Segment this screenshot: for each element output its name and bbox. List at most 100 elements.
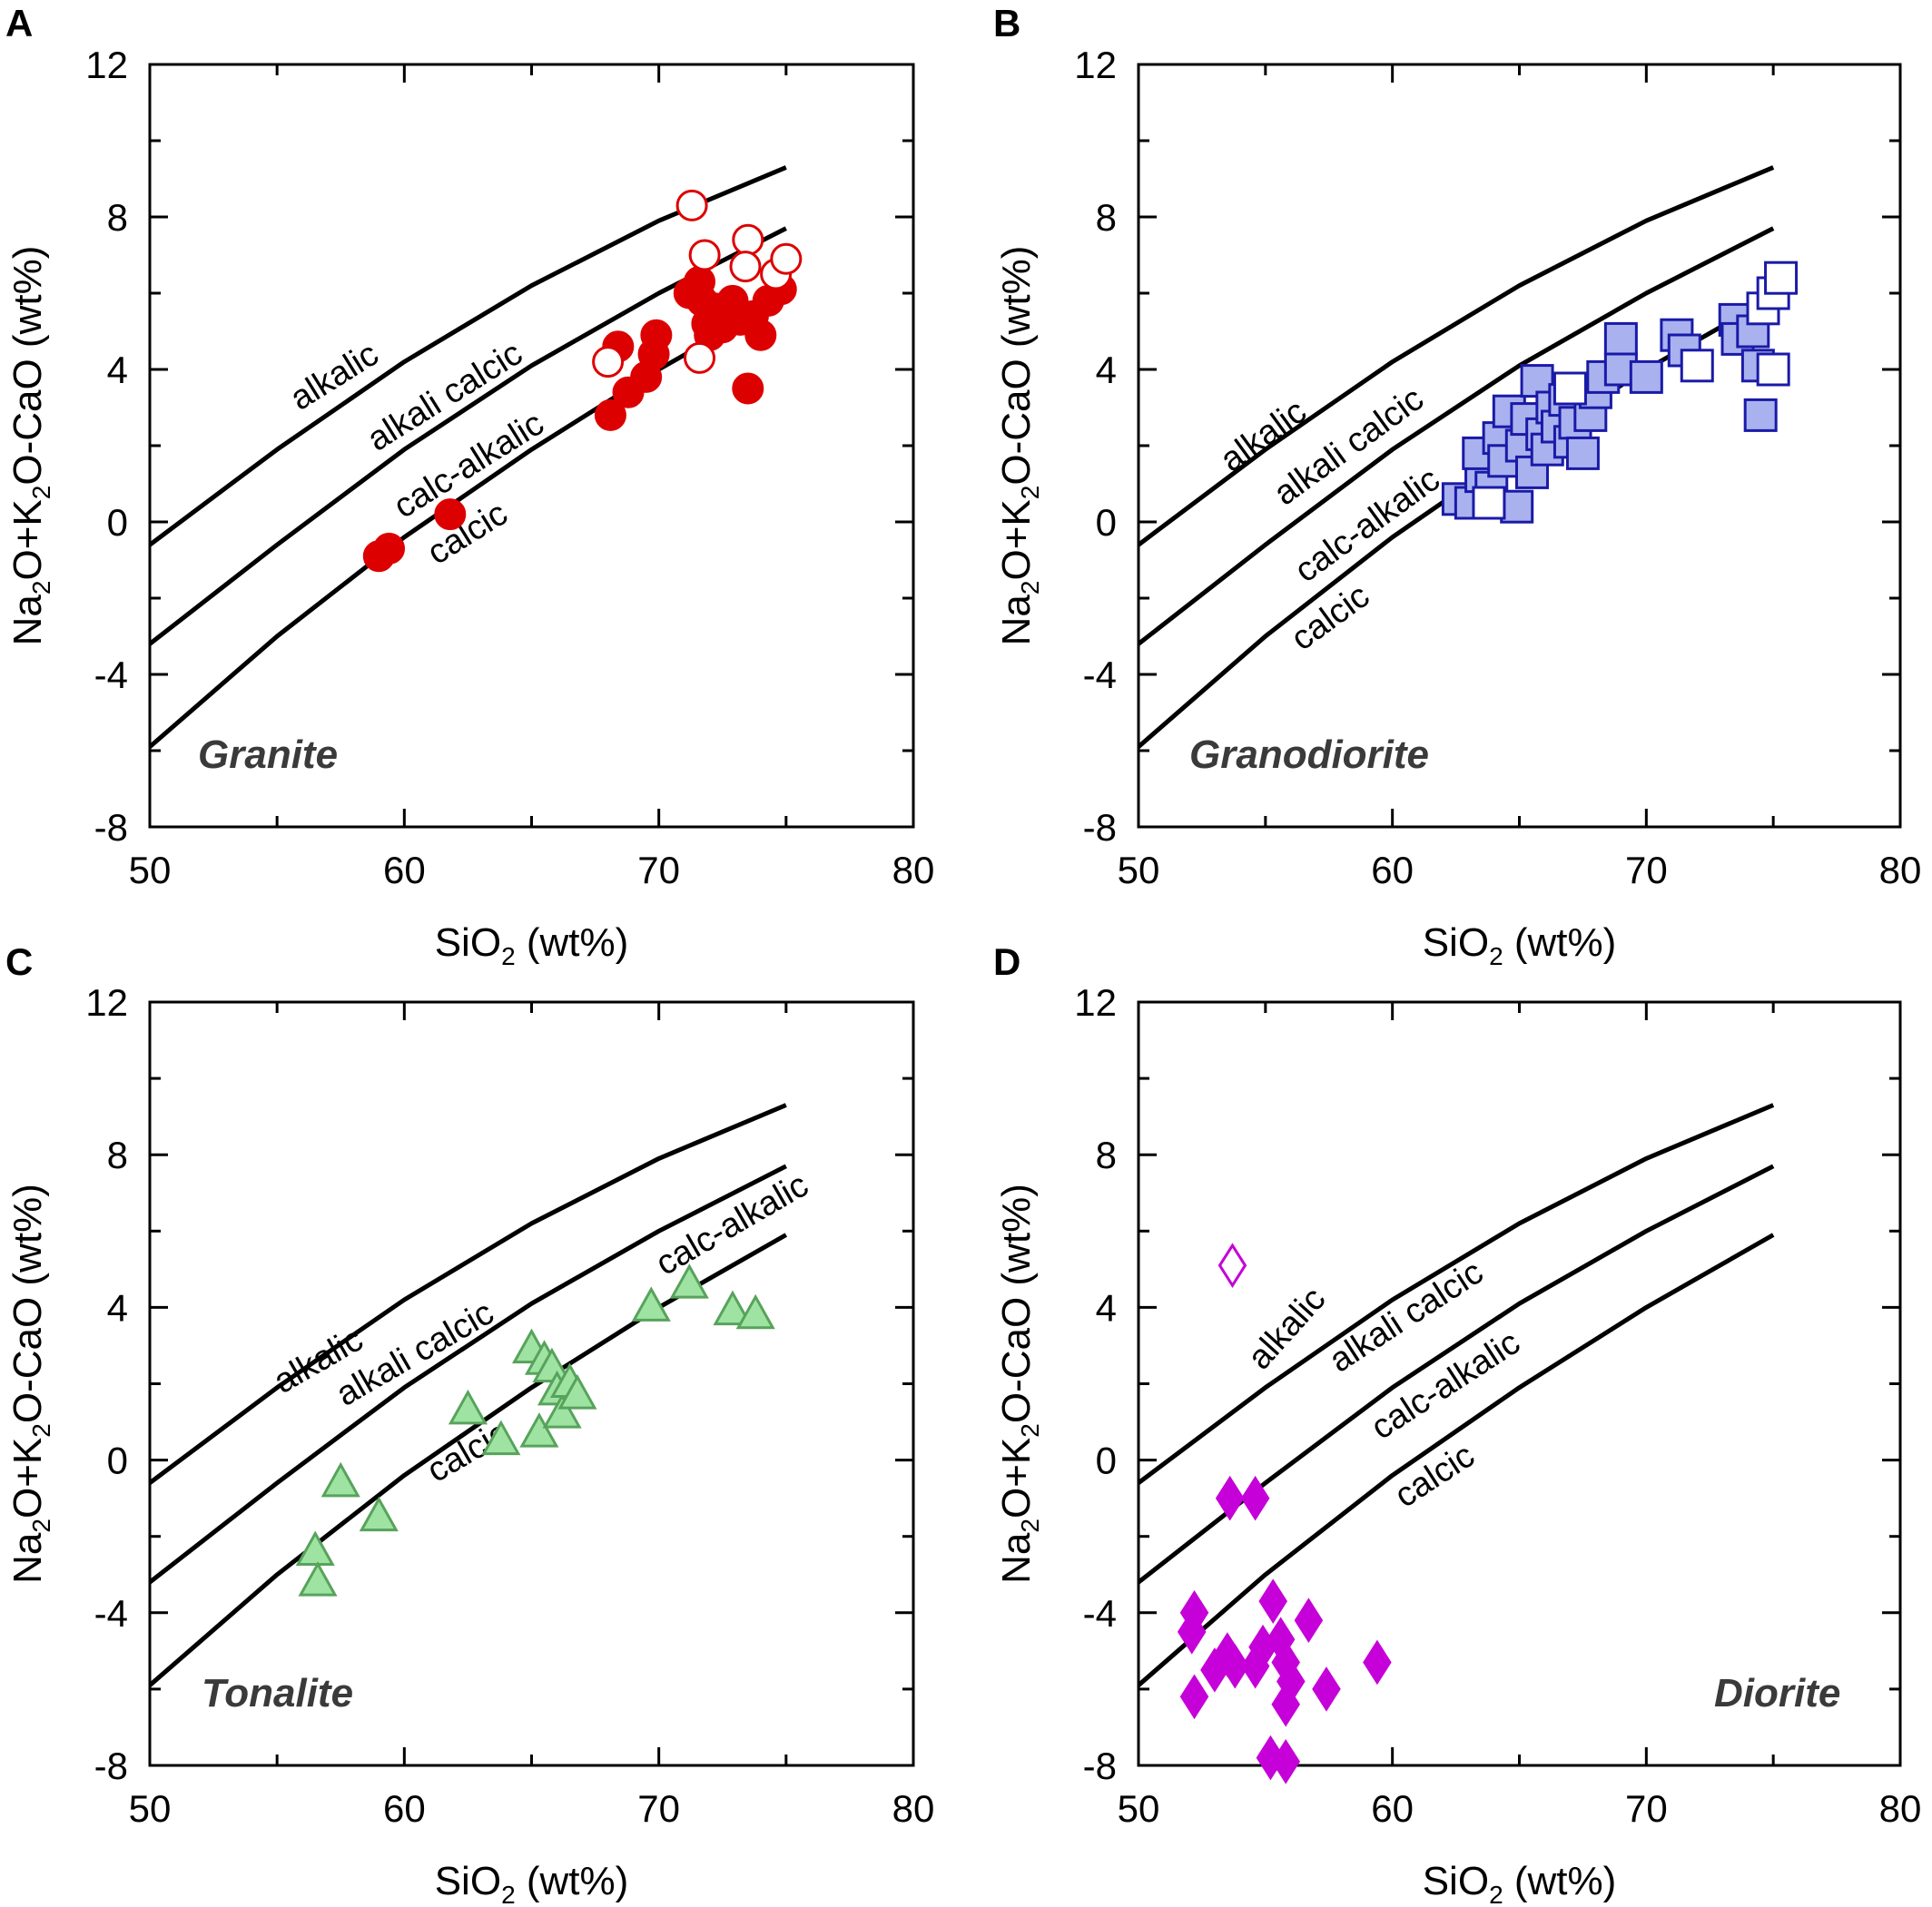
data-point-diamond bbox=[1240, 1475, 1270, 1521]
x-tick-label: 70 bbox=[637, 849, 680, 891]
rock-name: Granite bbox=[198, 732, 338, 777]
y-tick-label: -4 bbox=[94, 654, 128, 696]
panel-label: A bbox=[5, 2, 33, 44]
curve-alkalic bbox=[1138, 1103, 1775, 1485]
curve-alkali-calcic bbox=[150, 1164, 787, 1585]
y-axis-title-part: 2 bbox=[1016, 1423, 1044, 1438]
data-point-triangle bbox=[557, 1374, 597, 1410]
x-axis-title-part: (wt%) bbox=[1503, 1859, 1617, 1903]
data-point-circle bbox=[688, 239, 721, 271]
x-axis-title: SiO2 (wt%) bbox=[435, 1859, 629, 1907]
y-tick-label: 8 bbox=[1096, 1134, 1117, 1176]
y-axis-title-part: 2 bbox=[27, 1423, 55, 1438]
data-point-square bbox=[1743, 398, 1778, 432]
data-point-circle bbox=[744, 319, 777, 351]
data-point-diamond bbox=[1220, 1643, 1250, 1689]
data-point-triangle bbox=[542, 1393, 582, 1429]
panel-label: D bbox=[993, 940, 1020, 983]
x-axis-title-part: SiO bbox=[435, 1859, 501, 1903]
data-point-triangle bbox=[448, 1389, 488, 1425]
x-tick-label: 80 bbox=[892, 849, 935, 891]
y-axis-title-part: 2 bbox=[27, 581, 55, 595]
y-axis-title-part: 2 bbox=[1016, 486, 1044, 500]
x-tick-label: 50 bbox=[1118, 849, 1160, 891]
rock-name: Tonalite bbox=[202, 1671, 353, 1715]
x-axis-title-part: SiO bbox=[435, 920, 501, 965]
y-axis-title-part: O+K bbox=[994, 499, 1039, 580]
data-point-square bbox=[1500, 489, 1534, 524]
x-axis-title-part: 2 bbox=[1489, 942, 1503, 970]
data-point-triangle bbox=[631, 1286, 671, 1322]
y-axis-title-part: O+K bbox=[994, 1438, 1039, 1519]
x-axis-title-part: (wt%) bbox=[1503, 920, 1617, 965]
data-point-diamond bbox=[1179, 1674, 1209, 1720]
curve-label: calcic bbox=[1285, 576, 1377, 658]
data-point-diamond bbox=[1217, 1243, 1247, 1288]
y-axis-title-part: O-CaO (wt%) bbox=[5, 246, 50, 486]
x-tick-label: 70 bbox=[1625, 1787, 1668, 1830]
y-axis-title-part: O-CaO (wt%) bbox=[5, 1184, 50, 1423]
y-tick-label: -8 bbox=[94, 806, 128, 849]
y-axis-title-part: O-CaO (wt%) bbox=[994, 246, 1039, 486]
data-point-diamond bbox=[1215, 1475, 1245, 1521]
data-point-diamond bbox=[1177, 1609, 1207, 1655]
y-tick-label: 8 bbox=[107, 196, 128, 239]
curve-calc-alkalic bbox=[1138, 1233, 1775, 1687]
data-point-circle bbox=[594, 398, 626, 431]
x-axis-title: SiO2 (wt%) bbox=[435, 920, 629, 970]
data-point-triangle bbox=[735, 1293, 775, 1330]
data-point-circle bbox=[592, 346, 625, 378]
data-point-square bbox=[1603, 321, 1638, 356]
x-tick-label: 60 bbox=[1371, 849, 1414, 891]
x-tick-label: 70 bbox=[637, 1787, 680, 1830]
data-points bbox=[1177, 1243, 1392, 1784]
y-axis-title-part: Na bbox=[994, 1532, 1039, 1584]
data-point-diamond bbox=[1271, 1681, 1300, 1727]
x-axis-title-part: (wt%) bbox=[516, 920, 629, 965]
x-tick-label: 60 bbox=[383, 849, 426, 891]
y-axis-title-part: Na bbox=[994, 595, 1039, 646]
x-axis-title-part: 2 bbox=[501, 1881, 516, 1907]
data-point-square bbox=[1552, 371, 1587, 406]
y-axis-title: Na2O+K2O-CaO (wt%) bbox=[5, 1184, 55, 1584]
data-point-square bbox=[1565, 436, 1600, 470]
data-points bbox=[295, 1263, 775, 1597]
x-tick-label: 60 bbox=[1371, 1787, 1414, 1830]
curve-label: alkalic bbox=[1240, 1280, 1333, 1377]
x-tick-label: 50 bbox=[129, 849, 172, 891]
panel-label: C bbox=[5, 940, 33, 983]
plot-frame bbox=[148, 1000, 915, 1767]
y-tick-label: 8 bbox=[107, 1134, 128, 1176]
x-tick-label: 70 bbox=[1625, 849, 1668, 891]
x-axis-title: SiO2 (wt%) bbox=[1423, 920, 1617, 970]
data-point-triangle bbox=[669, 1263, 709, 1299]
y-axis-title-part: 2 bbox=[1016, 581, 1044, 595]
data-point-square bbox=[1680, 349, 1714, 383]
data-point-diamond bbox=[1258, 1578, 1288, 1624]
y-tick-label: 12 bbox=[85, 981, 128, 1024]
y-tick-label: -8 bbox=[1083, 1745, 1117, 1787]
curve-label: alkalic bbox=[284, 335, 386, 418]
data-point-circle bbox=[640, 319, 673, 351]
data-point-circle bbox=[684, 341, 716, 374]
y-tick-label: 12 bbox=[1074, 44, 1117, 86]
y-axis-title-part: O+K bbox=[5, 1438, 50, 1519]
curve-alkali-calcic bbox=[1138, 226, 1775, 646]
data-point-triangle bbox=[713, 1290, 753, 1326]
x-axis-title: SiO2 (wt%) bbox=[1423, 1859, 1617, 1907]
x-axis-title-part: 2 bbox=[501, 942, 516, 970]
y-tick-label: 12 bbox=[85, 44, 128, 86]
data-points bbox=[362, 189, 803, 573]
y-tick-label: -4 bbox=[94, 1592, 128, 1635]
x-tick-label: 50 bbox=[129, 1787, 172, 1830]
data-point-circle bbox=[675, 189, 708, 221]
rock-name: Granodiorite bbox=[1189, 732, 1429, 777]
y-tick-label: 0 bbox=[1096, 1440, 1117, 1482]
data-point-circle bbox=[770, 242, 803, 275]
data-point-circle bbox=[373, 532, 406, 565]
curve-alkalic bbox=[1138, 165, 1775, 547]
data-point-square bbox=[1472, 486, 1506, 520]
y-tick-label: 4 bbox=[1096, 349, 1117, 391]
